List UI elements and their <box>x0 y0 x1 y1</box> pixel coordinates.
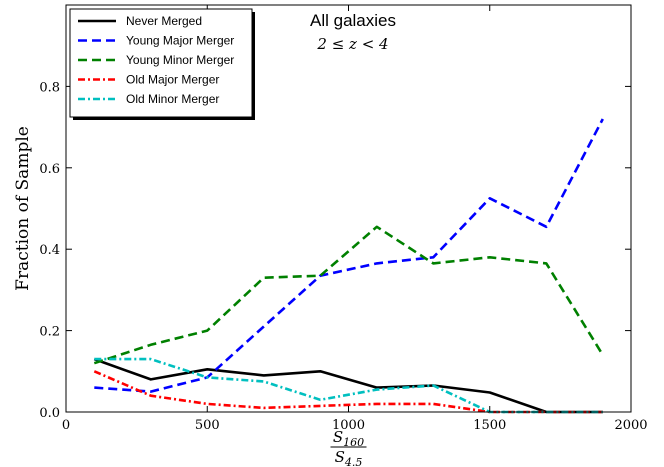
annotation-subtitle: 2 ≤ z < 4 <box>316 35 388 53</box>
series-layer <box>93 118 604 414</box>
x-tick-label: 0 <box>62 418 70 433</box>
y-tick-label: 0.0 <box>39 406 60 421</box>
series-line-never-merged <box>93 357 603 414</box>
y-axis-label: Fraction of Sample <box>13 126 33 291</box>
ticks-layer: 0 500 1000 1500 2000 0.0 0.2 0.4 0.6 0.8 <box>39 5 648 433</box>
x-tick-label: 500 <box>195 418 220 433</box>
legend-label: Young Minor Merger <box>126 53 234 67</box>
annotation-title: All galaxies <box>310 11 396 30</box>
legend-label: Old Minor Merger <box>126 92 219 106</box>
y-tick-label: 0.6 <box>39 162 60 177</box>
series-line-young-minor-merger <box>93 225 604 365</box>
x-axis-label-numerator: S160 <box>333 428 364 449</box>
legend-box <box>69 8 253 118</box>
legend: Never Merged Young Major Merger Young Mino… <box>69 8 255 120</box>
x-tick-label: 1500 <box>473 418 506 433</box>
x-axis-label-denominator: S4.5 <box>335 448 363 467</box>
y-tick-label: 0.8 <box>39 80 60 95</box>
legend-label: Never Merged <box>126 14 202 28</box>
x-tick-label: 2000 <box>614 418 647 433</box>
y-tick-label: 0.2 <box>39 325 60 340</box>
x-tick-label: 1000 <box>332 418 365 433</box>
legend-label: Young Major Merger <box>126 34 234 48</box>
y-tick-label: 0.4 <box>39 243 60 258</box>
x-axis-label: S160 S4.5 <box>330 428 367 467</box>
legend-label: Old Major Merger <box>126 73 219 87</box>
series-line-young-major-merger <box>94 118 604 393</box>
